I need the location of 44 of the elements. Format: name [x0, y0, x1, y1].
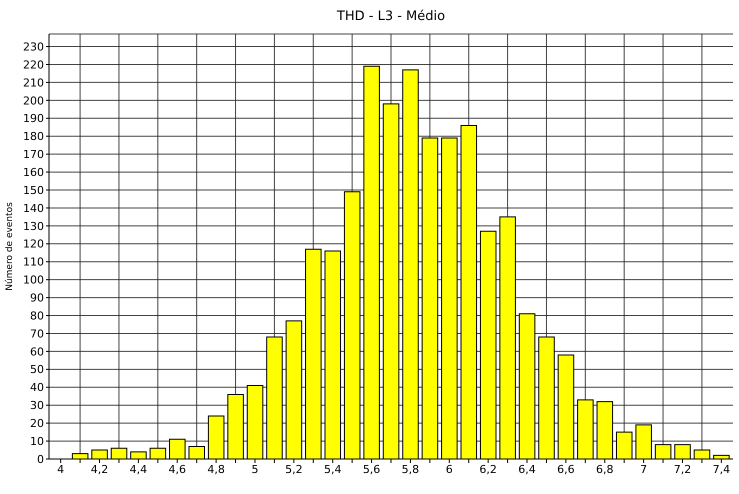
x-tick-label: 6,4 [518, 462, 536, 476]
y-tick-label: 40 [30, 381, 44, 394]
x-tick-label: 5,8 [402, 462, 420, 476]
x-tick-label: 6,6 [557, 462, 575, 476]
y-tick-label: 120 [23, 238, 44, 251]
chart-title: THD - L3 - Médio [336, 9, 446, 24]
x-tick-label: 5,6 [362, 462, 380, 476]
x-tick-label: 6,8 [596, 462, 614, 476]
y-tick-label: 170 [23, 148, 44, 162]
x-tick-label: 4,6 [168, 462, 186, 476]
y-tick-label: 150 [23, 184, 44, 197]
y-tick-label: 70 [30, 327, 44, 340]
y-tick-label: 210 [23, 76, 44, 90]
x-tick-label: 5,2 [285, 462, 303, 476]
y-axis-title: Número de eventos [4, 202, 16, 291]
y-tick-label: 130 [23, 220, 44, 233]
y-tick-label: 30 [30, 399, 44, 412]
x-tick-label: 6 [446, 462, 453, 476]
y-tick-label: 190 [23, 112, 44, 126]
y-tick-label: 90 [30, 292, 44, 305]
y-tick-label: 0 [37, 452, 44, 466]
x-tick-label: 4,2 [90, 462, 108, 476]
y-tick-label: 230 [23, 40, 44, 54]
y-tick-label: 60 [30, 345, 44, 358]
y-tick-label: 160 [23, 166, 44, 179]
y-tick-label: 80 [30, 309, 44, 322]
y-tick-label: 100 [23, 274, 44, 287]
x-tick-label: 4,8 [207, 462, 225, 476]
x-tick-label: 7,4 [712, 462, 730, 476]
y-tick-label: 220 [23, 58, 44, 72]
x-tick-label: 5,4 [324, 462, 342, 476]
y-tick-label: 110 [23, 256, 44, 269]
y-tick-label: 50 [30, 363, 44, 376]
y-tick-label: 20 [30, 417, 44, 430]
x-tick-label: 4,4 [130, 462, 148, 476]
y-tick-label: 140 [23, 202, 44, 215]
y-tick-label: 200 [23, 94, 44, 108]
x-tick-label: 7,2 [674, 462, 692, 476]
x-tick-label: 7 [640, 462, 648, 476]
x-tick-label: 4 [57, 462, 64, 476]
x-tick-label: 5 [251, 462, 258, 476]
y-tick-label: 180 [23, 130, 44, 144]
y-tick-label: 10 [30, 434, 44, 448]
x-tick-label: 6,2 [479, 462, 497, 476]
